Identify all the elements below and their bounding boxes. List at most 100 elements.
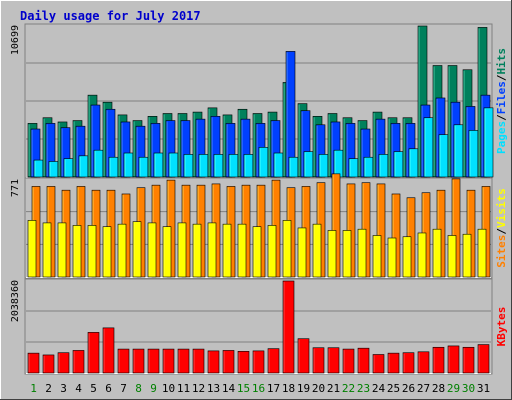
day-6-bars — [102, 189, 116, 278]
day-7-bars — [117, 348, 130, 374]
day-2-bars — [42, 354, 55, 374]
visits-bar — [177, 222, 187, 278]
day-label-21: 21 — [327, 382, 340, 395]
day-label-2: 2 — [45, 382, 52, 395]
day-3-bars — [57, 189, 71, 278]
day-label-20: 20 — [312, 382, 325, 395]
day-label-24: 24 — [372, 382, 386, 395]
visits-bar — [462, 233, 472, 278]
day-21-bars — [327, 173, 341, 278]
day-5-bars — [87, 189, 101, 278]
day-1-bars — [27, 186, 41, 278]
visits-bar — [432, 228, 442, 278]
day-16-bars — [252, 184, 266, 278]
day-24-bars — [372, 111, 389, 178]
pages-bar — [318, 154, 329, 178]
kbytes-bar — [297, 338, 310, 374]
day-label-14: 14 — [222, 382, 236, 395]
day-label-15: 15 — [237, 382, 250, 395]
visits-bar — [147, 222, 157, 278]
day-19-bars — [297, 186, 311, 278]
pages-bar — [198, 154, 209, 178]
day-30-bars — [462, 69, 479, 178]
day-2-bars — [42, 117, 59, 178]
day-22-bars — [342, 183, 356, 278]
legend: Sites/Visits — [495, 188, 508, 268]
day-label-22: 22 — [342, 382, 355, 395]
pages-bar — [78, 155, 89, 178]
day-8-bars — [132, 120, 149, 178]
kbytes-bar — [42, 354, 55, 374]
legend-entry: KBytes — [495, 307, 508, 347]
pages-bar — [303, 151, 314, 178]
kbytes-bar — [267, 348, 280, 374]
kbytes-bar — [462, 346, 475, 374]
day-1-bars — [27, 352, 40, 374]
day-26-bars — [402, 352, 415, 374]
legend-entry: / — [495, 74, 508, 81]
kbytes-bar — [432, 346, 445, 374]
pages-bar — [333, 149, 344, 178]
day-22-bars — [342, 117, 359, 178]
day-15-bars — [237, 351, 250, 374]
day-label-23: 23 — [357, 382, 370, 395]
day-10-bars — [162, 179, 176, 278]
visits-bar — [477, 228, 487, 278]
day-28-bars — [432, 189, 446, 278]
day-25-bars — [387, 193, 401, 278]
pages-bar — [63, 158, 74, 178]
panel-visits-sites: 771 Sites/Visits — [10, 173, 508, 279]
day-10-bars — [162, 113, 179, 178]
day-13-bars — [207, 183, 221, 278]
day-20-bars — [312, 182, 326, 278]
pages-bar — [348, 158, 359, 178]
pages-bar — [468, 130, 479, 178]
kbytes-bar — [102, 327, 115, 374]
pages-bar — [423, 117, 434, 178]
pages-bar — [408, 148, 419, 178]
visits-bar — [207, 222, 217, 278]
pages-bar — [33, 159, 44, 178]
day-9-bars — [147, 184, 161, 278]
day-3-bars — [57, 352, 70, 374]
pages-bar — [213, 154, 224, 178]
pages-bar — [228, 154, 239, 178]
day-27-bars — [417, 351, 430, 374]
pages-bar — [378, 154, 389, 178]
day-label-3: 3 — [60, 382, 67, 395]
visits-bar — [267, 225, 277, 278]
day-label-17: 17 — [267, 382, 280, 395]
kbytes-bar — [162, 348, 175, 374]
visits-bar — [327, 230, 337, 278]
visits-bar — [342, 230, 352, 278]
day-label-28: 28 — [432, 382, 445, 395]
day-23-bars — [357, 347, 370, 374]
y-max-label: 2038360 — [10, 280, 21, 322]
day-label-18: 18 — [282, 382, 295, 395]
kbytes-bar — [387, 352, 400, 374]
day-label-26: 26 — [402, 382, 415, 395]
pages-bar — [93, 149, 104, 178]
chart-title: Daily usage for July 2017 — [20, 9, 201, 23]
panel-kbytes: 2038360 KBytes — [10, 278, 508, 375]
day-7-bars — [117, 193, 131, 278]
pages-bar — [108, 156, 119, 178]
day-24-bars — [372, 183, 386, 278]
pages-bar — [48, 161, 59, 178]
pages-bar — [288, 156, 299, 178]
day-label-27: 27 — [417, 382, 430, 395]
day-5-bars — [87, 332, 100, 374]
day-label-11: 11 — [177, 382, 190, 395]
day-label-1: 1 — [30, 382, 37, 395]
kbytes-bar — [177, 348, 190, 374]
visits-bar — [387, 237, 397, 278]
day-label-5: 5 — [90, 382, 97, 395]
visits-bar — [447, 235, 457, 278]
day-20-bars — [312, 116, 329, 178]
day-12-bars — [192, 184, 206, 278]
legend-entry: Pages — [495, 121, 508, 154]
day-4-bars — [72, 186, 86, 278]
day-23-bars — [357, 182, 371, 278]
kbytes-bar — [57, 352, 70, 374]
